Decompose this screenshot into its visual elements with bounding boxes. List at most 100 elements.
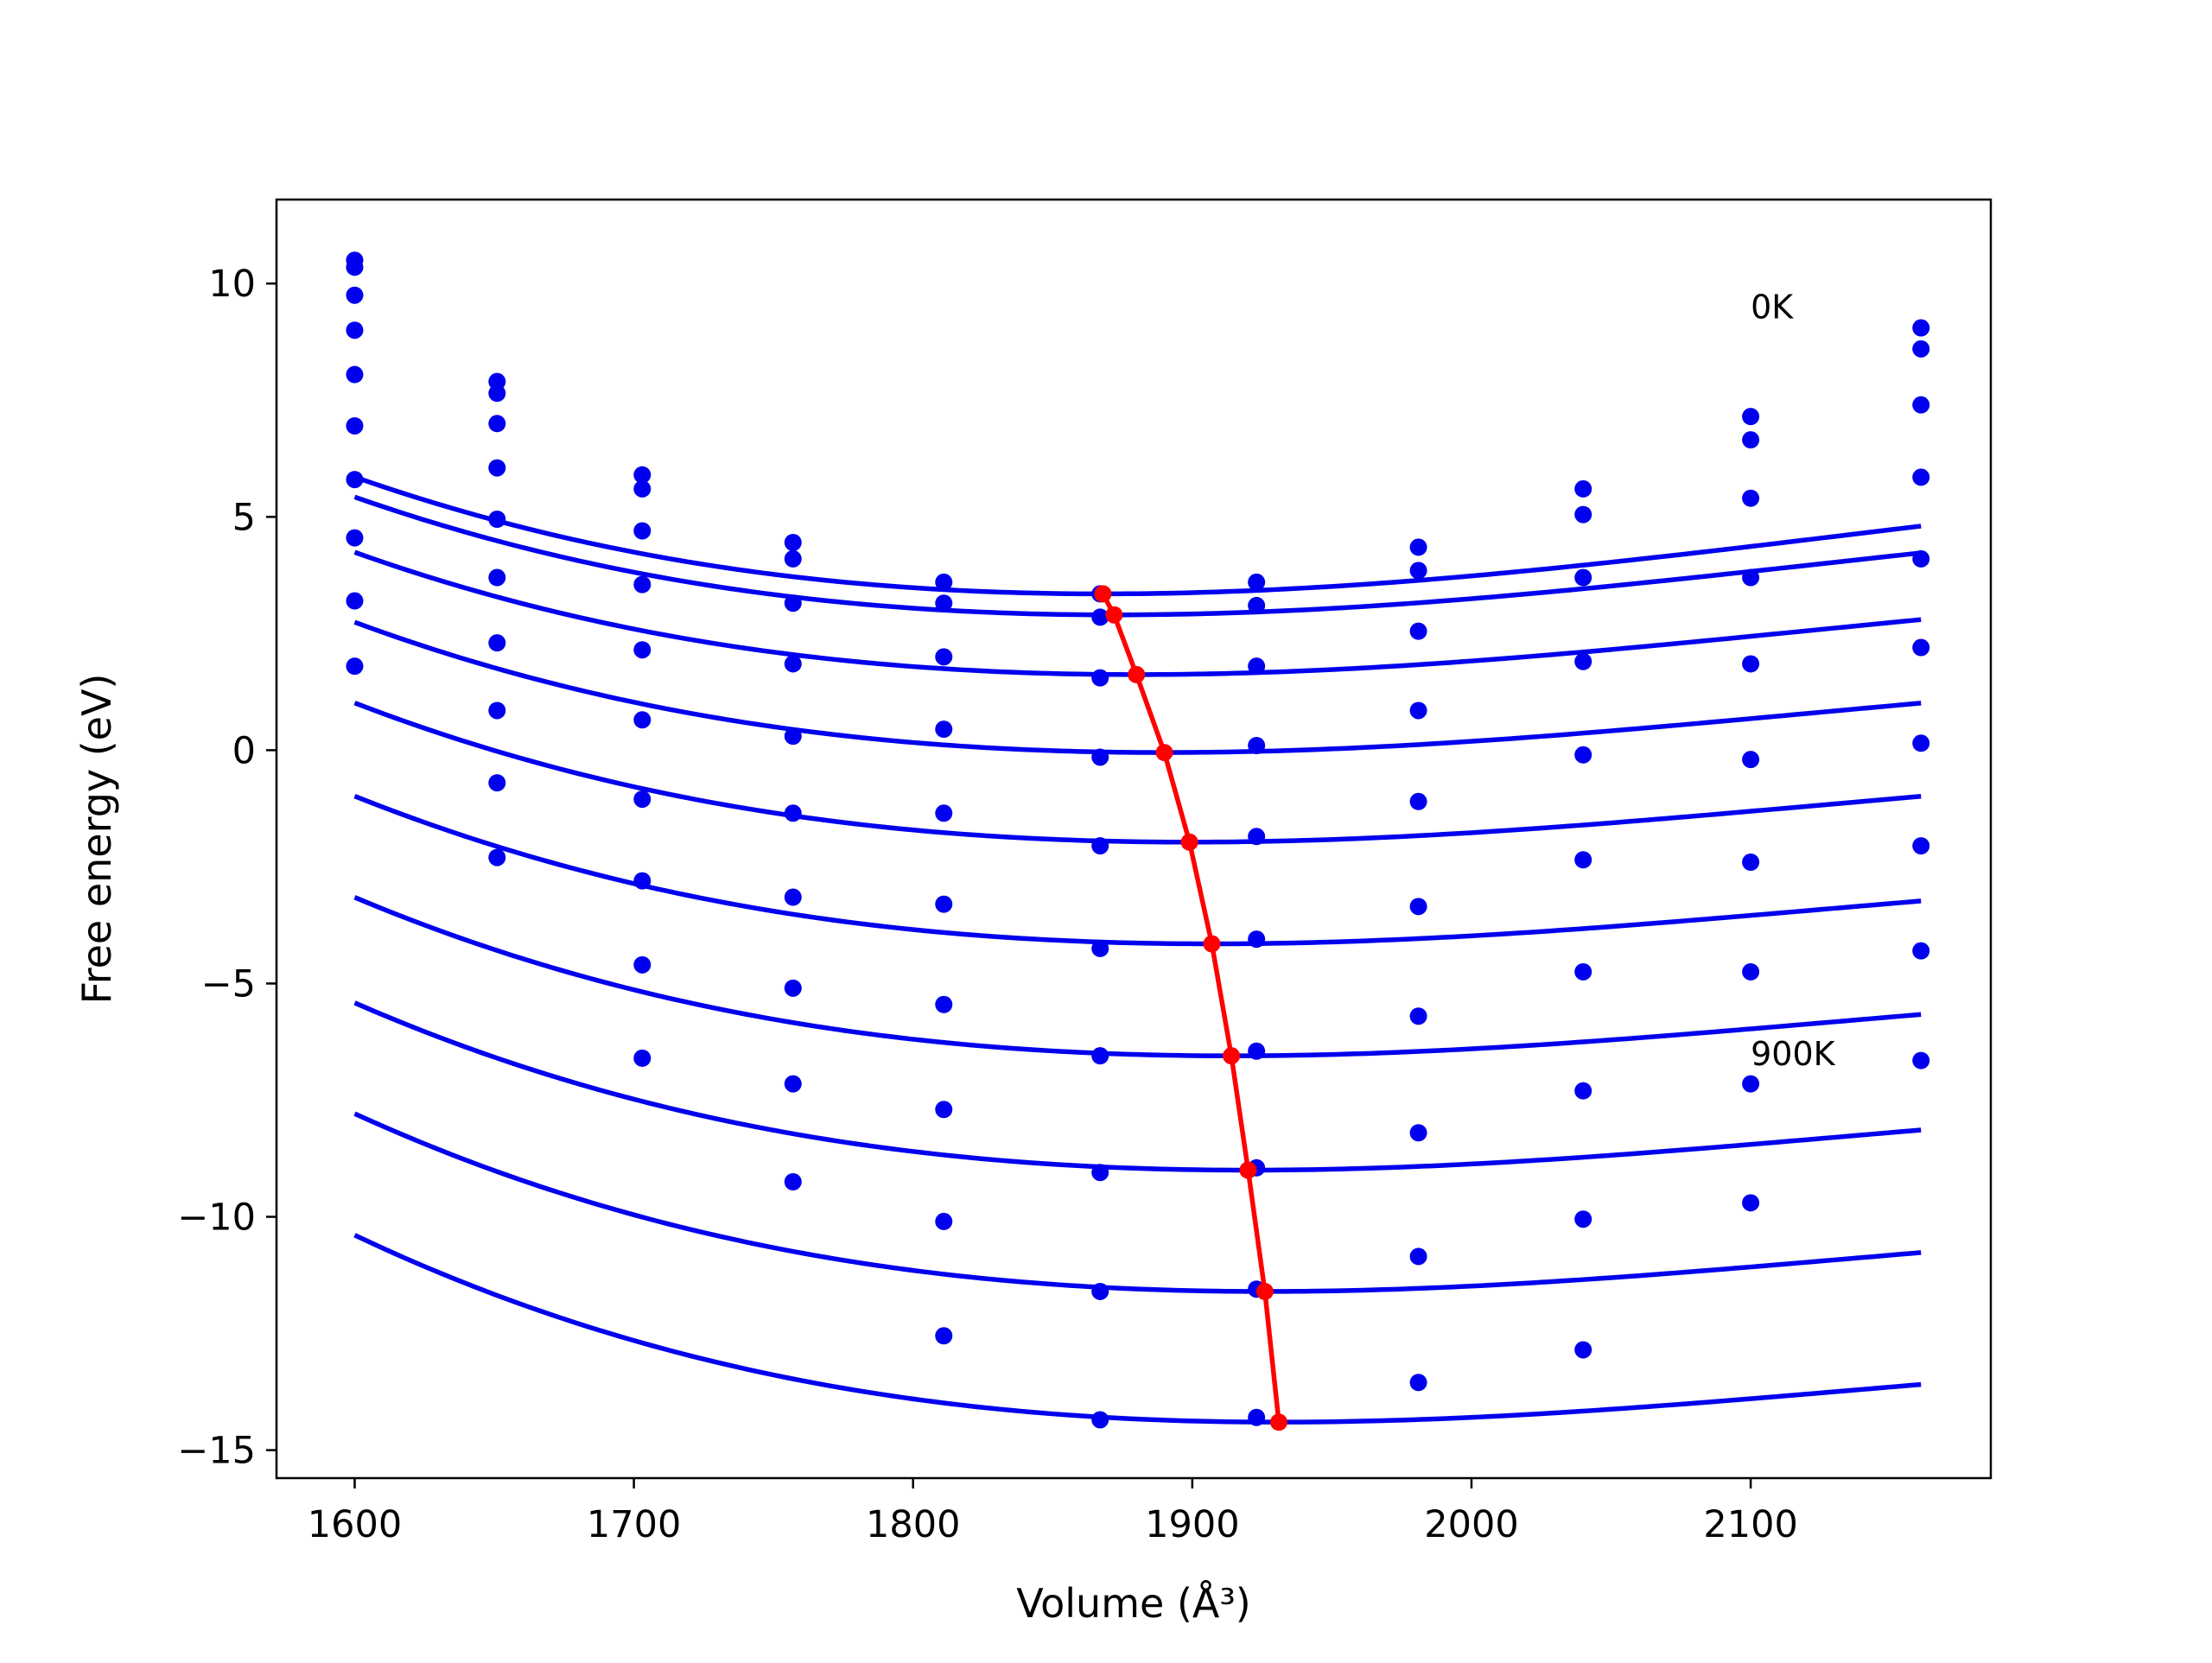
x-tick-label: 2100	[1703, 1503, 1797, 1546]
data-point	[1409, 701, 1427, 720]
data-point	[1248, 573, 1266, 591]
fit-curve-2	[353, 494, 1922, 618]
data-point	[488, 701, 506, 720]
data-point	[1912, 549, 1930, 568]
data-point	[1248, 736, 1266, 754]
data-point	[1912, 734, 1930, 752]
data-point	[784, 655, 802, 673]
data-point	[633, 1049, 652, 1067]
y-tick-label: 5	[232, 496, 256, 539]
data-point	[633, 466, 652, 484]
plot-frame	[275, 198, 1993, 1480]
x-tick-label: 2000	[1424, 1503, 1518, 1546]
minimum-point	[1128, 665, 1146, 683]
data-point	[1248, 828, 1266, 846]
data-point	[935, 995, 953, 1013]
minimum-point	[1094, 585, 1112, 603]
data-point	[1409, 1247, 1427, 1266]
data-point	[633, 479, 652, 498]
data-point	[1248, 596, 1266, 614]
data-point	[1912, 1051, 1930, 1070]
minimum-point	[1255, 1282, 1274, 1300]
data-point	[1091, 837, 1109, 855]
data-point	[935, 895, 953, 913]
data-point	[346, 416, 364, 435]
temperature-annotation: 0K	[1751, 289, 1794, 327]
minimum-locus-line	[1101, 593, 1281, 1423]
data-point	[1091, 1047, 1109, 1065]
data-point	[1409, 562, 1427, 580]
data-point	[633, 575, 652, 593]
fit-curve-4	[353, 619, 1922, 755]
data-point	[935, 1327, 953, 1345]
data-point	[784, 1075, 802, 1093]
data-point	[1409, 898, 1427, 916]
data-point	[1574, 1341, 1592, 1359]
data-point	[1742, 1194, 1760, 1212]
data-point	[1742, 655, 1760, 673]
data-point	[1912, 468, 1930, 486]
data-point	[935, 594, 953, 613]
fit-curve-6	[353, 793, 1922, 947]
minimum-point	[1155, 744, 1173, 762]
data-point	[633, 790, 652, 809]
data-point	[1409, 538, 1427, 556]
data-point	[1091, 669, 1109, 687]
data-point	[935, 648, 953, 666]
data-point	[346, 529, 364, 547]
data-point	[488, 634, 506, 652]
data-point	[1742, 431, 1760, 449]
data-point	[488, 384, 506, 403]
data-point	[346, 258, 364, 276]
data-point	[1409, 1007, 1427, 1025]
x-tick-label: 1900	[1145, 1503, 1239, 1546]
data-point	[1091, 1164, 1109, 1182]
temperature-annotation: 900K	[1751, 1035, 1836, 1073]
data-point	[633, 872, 652, 890]
data-point	[784, 594, 802, 613]
data-point	[1574, 1082, 1592, 1100]
data-point	[346, 657, 364, 676]
data-point	[1091, 1411, 1109, 1429]
data-point	[1409, 1124, 1427, 1142]
data-point	[346, 471, 364, 489]
data-point	[1574, 568, 1592, 587]
data-point	[1409, 1374, 1427, 1392]
data-point	[488, 459, 506, 477]
fit-curve-10	[353, 1233, 1922, 1425]
data-point	[633, 955, 652, 974]
data-point	[633, 522, 652, 540]
data-point	[1574, 505, 1592, 524]
minimum-point	[1105, 606, 1123, 624]
data-point	[1574, 962, 1592, 981]
data-point	[1742, 408, 1760, 426]
data-point	[633, 641, 652, 659]
data-point	[1248, 1042, 1266, 1060]
data-point	[1742, 568, 1760, 587]
data-point	[935, 804, 953, 822]
data-point	[935, 1212, 953, 1230]
fit-curve-7	[353, 895, 1922, 1058]
fit-curve-9	[353, 1111, 1922, 1294]
data-point	[1912, 942, 1930, 960]
data-point	[346, 321, 364, 340]
data-point	[1742, 1075, 1760, 1093]
data-point	[784, 888, 802, 906]
data-point	[1091, 939, 1109, 957]
data-point	[488, 848, 506, 866]
fit-curve-5	[353, 701, 1922, 845]
fit-curve-8	[353, 1000, 1922, 1173]
x-tick-label: 1800	[866, 1503, 960, 1546]
data-point	[935, 720, 953, 739]
data-point	[1912, 319, 1930, 337]
data-point	[784, 549, 802, 568]
x-tick-label: 1600	[308, 1503, 402, 1546]
data-point	[784, 727, 802, 746]
data-point	[784, 1173, 802, 1191]
y-tick-label: −10	[177, 1196, 256, 1240]
data-point	[1574, 479, 1592, 498]
data-point	[488, 568, 506, 587]
data-point	[346, 365, 364, 384]
